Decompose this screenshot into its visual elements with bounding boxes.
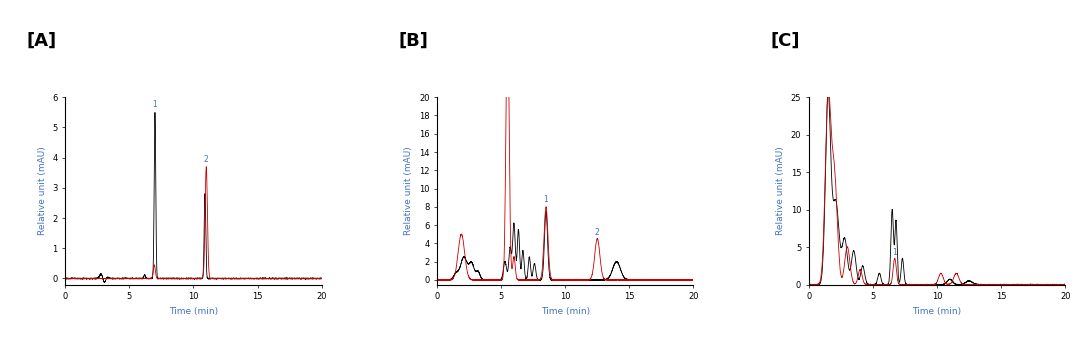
X-axis label: Time (min): Time (min): [168, 307, 218, 316]
Text: 1: 1: [892, 248, 897, 257]
Y-axis label: Relative unit (mAU): Relative unit (mAU): [38, 146, 47, 235]
Text: [A]: [A]: [27, 32, 57, 50]
Text: [C]: [C]: [771, 32, 800, 50]
Y-axis label: Relative unit (mAU): Relative unit (mAU): [776, 146, 785, 235]
Text: 1: 1: [152, 100, 158, 109]
X-axis label: Time (min): Time (min): [540, 307, 590, 316]
Text: 1: 1: [544, 195, 548, 204]
Text: 2: 2: [204, 155, 209, 164]
Y-axis label: Relative unit (mAU): Relative unit (mAU): [404, 146, 413, 235]
X-axis label: Time (min): Time (min): [912, 307, 962, 316]
Text: [B]: [B]: [399, 32, 428, 50]
Text: 2: 2: [595, 228, 600, 237]
